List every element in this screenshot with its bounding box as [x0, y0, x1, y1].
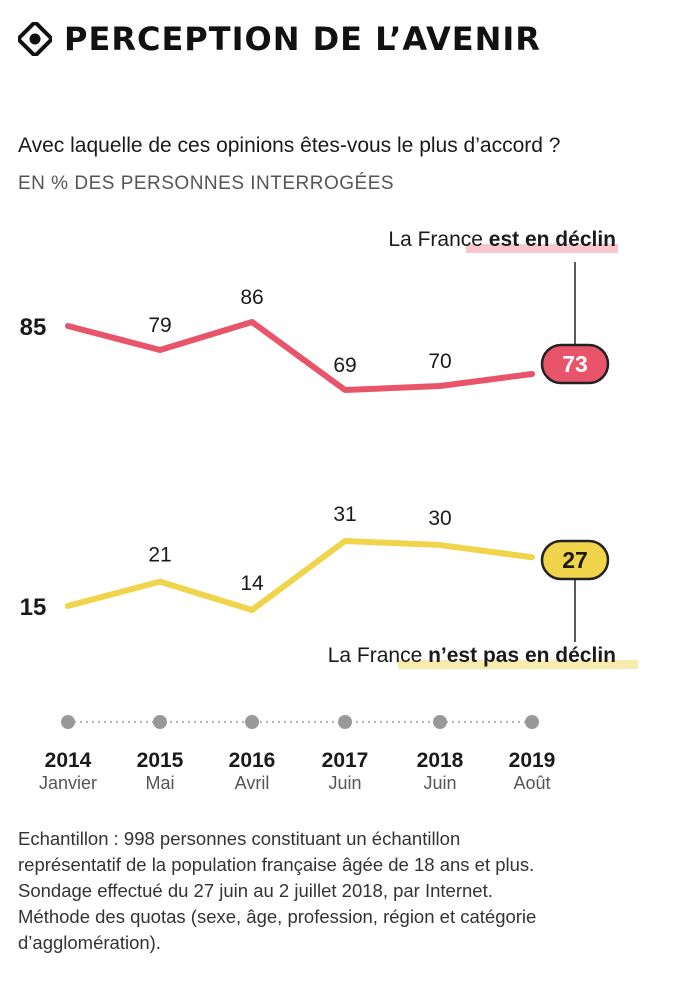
- footnote-line: représentatif de la population française…: [18, 854, 535, 875]
- axis-dot: [525, 715, 539, 729]
- footnote-line: Méthode des quotas (sexe, âge, professio…: [18, 906, 537, 927]
- tick-label-month: Avril: [235, 773, 270, 793]
- data-label: 85: [20, 314, 47, 341]
- legend-highlight: [398, 660, 638, 669]
- axis-dot: [153, 715, 167, 729]
- end-value-badge: 73: [540, 343, 610, 385]
- tick-label-year: 2017: [322, 749, 369, 772]
- axis-dot: [61, 715, 75, 729]
- badge-value: 73: [562, 351, 588, 377]
- tick-label-month: Janvier: [39, 773, 97, 793]
- tick-label-month: Mai: [145, 773, 174, 793]
- target-icon: [18, 22, 52, 56]
- tick-label-year: 2015: [137, 749, 184, 772]
- tick-label-year: 2014: [45, 749, 92, 772]
- legend-label: La France est en déclin: [388, 228, 616, 251]
- data-label: 15: [20, 594, 47, 621]
- tick-label-month: Juin: [423, 773, 456, 793]
- data-label: 21: [148, 544, 171, 567]
- chart-unit: EN % DES PERSONNES INTERROGÉES: [18, 173, 395, 194]
- chart-question: Avec laquelle de ces opinions êtes-vous …: [18, 134, 561, 157]
- data-label: 31: [333, 503, 356, 526]
- legend-entry: La France n’est pas en déclin: [328, 644, 638, 669]
- series-line: [65, 319, 535, 393]
- tick-label-year: 2016: [229, 749, 276, 772]
- data-label: 30: [428, 507, 451, 530]
- legend-label: La France n’est pas en déclin: [328, 644, 616, 667]
- tick-label-month: Août: [513, 773, 550, 793]
- axis-dot: [338, 715, 352, 729]
- badge-value: 27: [562, 547, 588, 573]
- x-axis: 2014Janvier2015Mai2016Avril2017Juin2018J…: [39, 715, 555, 793]
- data-label: 86: [240, 286, 263, 309]
- axis-dot: [433, 715, 447, 729]
- data-label: 14: [240, 572, 264, 595]
- badge-shape: [540, 539, 610, 581]
- page-title: PERCEPTION DE L’AVENIR: [64, 20, 541, 58]
- axis-dot: [245, 715, 259, 729]
- header: PERCEPTION DE L’AVENIR: [18, 20, 541, 58]
- series-layer: 85 79 86 69 70 73 La France est en déclin 15 21 1…: [20, 228, 638, 669]
- line-chart: 85 79 86 69 70 73 La France est en déclin 15 21 1…: [20, 228, 638, 793]
- data-label: 79: [148, 314, 171, 337]
- footnote-line: d’agglomération).: [18, 932, 161, 953]
- legend-highlight: [466, 244, 618, 253]
- tick-label-month: Juin: [328, 773, 361, 793]
- data-label: 70: [428, 350, 451, 373]
- footnote-line: Sondage effectué du 27 juin au 2 juillet…: [18, 880, 493, 901]
- footnote: Echantillon : 998 personnes constituant …: [18, 826, 678, 956]
- footnote-line: Echantillon : 998 personnes constituant …: [18, 828, 461, 849]
- end-value-badge: 27: [540, 539, 610, 581]
- series-line: [65, 538, 535, 613]
- legend-entry: La France est en déclin: [388, 228, 618, 253]
- tick-label-year: 2018: [417, 749, 464, 772]
- tick-label-year: 2019: [509, 749, 556, 772]
- badge-shape: [540, 343, 610, 385]
- data-label: 69: [333, 354, 356, 377]
